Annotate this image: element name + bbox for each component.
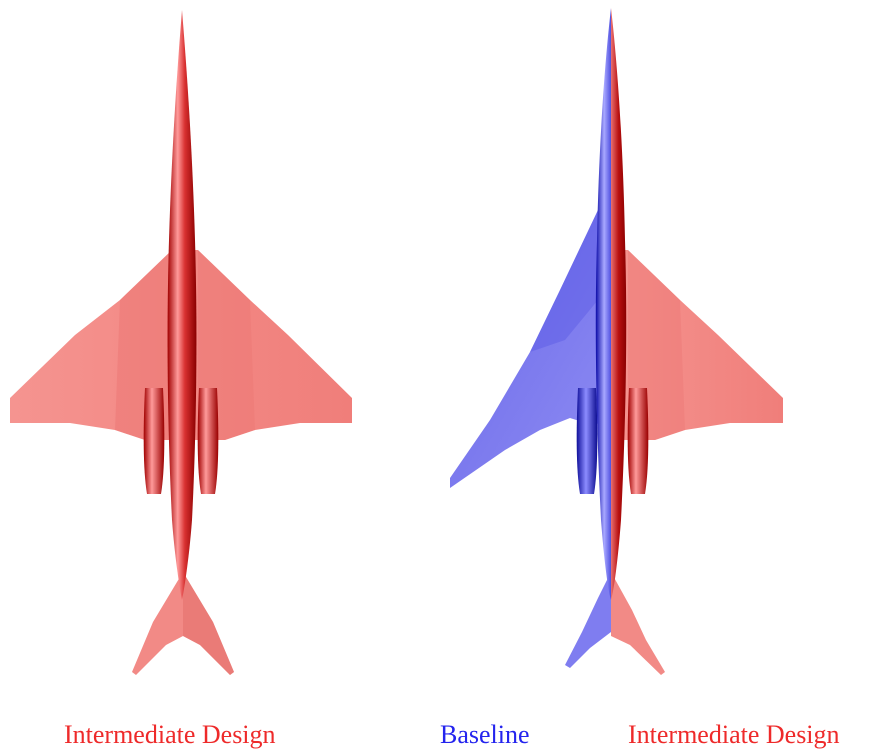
baseline-half-wing xyxy=(450,210,611,488)
intermediate-aircraft-left xyxy=(10,10,352,675)
intermediate-engine-right xyxy=(197,388,219,494)
caption-baseline: Baseline xyxy=(440,720,530,749)
intermediate-fuselage xyxy=(167,10,197,600)
intermediate-engine-left xyxy=(143,388,165,494)
baseline-half-tail xyxy=(565,572,611,668)
intermediate-half-fuselage xyxy=(611,8,627,600)
caption-intermediate-left: Intermediate Design xyxy=(64,720,276,749)
intermediate-engine xyxy=(627,388,649,494)
intermediate-half-wing xyxy=(611,250,783,440)
caption-intermediate-right: Intermediate Design xyxy=(628,720,840,749)
baseline-engine xyxy=(576,388,598,494)
baseline-half-fuselage xyxy=(595,8,611,600)
intermediate-half-tail xyxy=(611,572,665,675)
comparison-aircraft-right xyxy=(450,8,783,675)
